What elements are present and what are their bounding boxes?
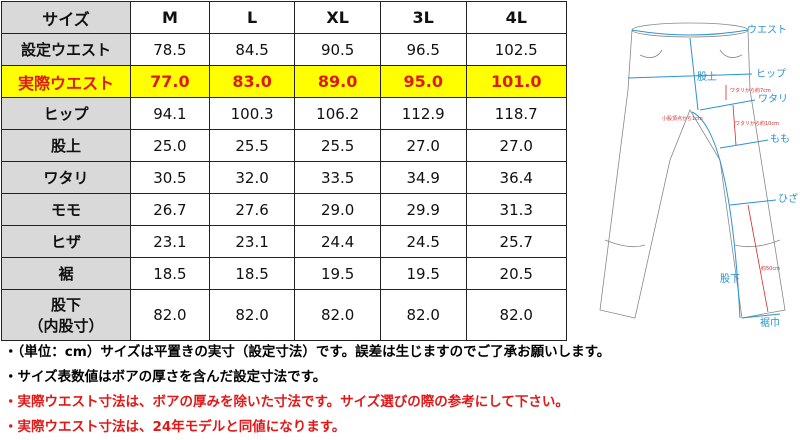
label-rise: 股上 [697,71,717,83]
table-cell: 18.5 [130,257,210,290]
header-cell: 4L [465,1,567,34]
table-row: 設定ウエスト 78.5 84.5 90.5 96.5 102.5 [1,33,567,66]
row-label-text: 裾 [58,265,74,283]
table-cell: 101.0 [465,65,567,98]
table-cell: 26.7 [130,193,210,226]
table-cell: 27.6 [208,193,296,226]
label-hem: 裾巾 [760,316,780,329]
note-3: 小股頂点から1cm [662,115,703,122]
table-cell: 34.9 [379,161,467,194]
table-cell: 96.5 [379,33,467,66]
table-cell: 33.5 [294,161,381,194]
row-label-text: モモ [50,201,81,219]
table-cell: 32.0 [208,161,296,194]
row-label: 裾 [1,257,131,290]
table-cell: 29.9 [379,193,467,226]
table-cell: 36.4 [465,161,567,194]
note-line: ・サイズ表数値はボアの厚さを含んだ設定寸法です。 [4,369,327,385]
table-cell: 112.9 [379,97,467,130]
table-cell: 25.5 [208,129,296,162]
header-cell: XL [294,1,381,34]
row-label-sub: （内股寸） [28,317,104,335]
table-cell: 24.5 [379,225,467,258]
table-cell: 95.0 [379,65,467,98]
table-row: ヒップ 94.1 100.3 106.2 112.9 118.7 [1,97,567,130]
table-cell: 82.0 [130,289,210,341]
notes: ・（単位：cm）サイズは平置きの実寸（設定寸法）です。誤差は生じますのでご了承お… [4,340,610,440]
table-cell: 82.0 [208,289,296,341]
table-cell: 83.0 [208,65,296,98]
table-row: 実際ウエスト 77.0 83.0 89.0 95.0 101.0 [1,65,567,98]
table-cell: 100.3 [208,97,296,130]
table-cell: 82.0 [379,289,467,341]
table-cell: 90.5 [294,33,381,66]
table-cell: 24.4 [294,225,381,258]
table-cell: 19.5 [294,257,381,290]
table-cell: 84.5 [208,33,296,66]
table-cell: 78.5 [130,33,210,66]
pants-diagram: ウエスト 股上 ヒップ ワタリ もも ひざ 股下 裾巾 ワタリから約7cm ワタ… [599,22,798,329]
table-row: 裾 18.5 18.5 19.5 19.5 20.5 [1,257,567,290]
table-cell: 82.0 [294,289,381,341]
header-cell: サイズ [1,1,131,34]
table-cell: 89.0 [294,65,381,98]
header-cell: 3L [379,1,467,34]
row-label-text: ワタリ [43,169,89,187]
table-row: 股下 （内股寸） 82.0 82.0 82.0 82.0 82.0 [1,289,567,341]
table-cell: 30.5 [130,161,210,194]
row-label: ワタリ [1,161,131,194]
table-cell: 25.0 [130,129,210,162]
table-cell: 20.5 [465,257,567,290]
row-label: 股上 [1,129,131,162]
table-header-row: サイズ M L XL 3L 4L [1,1,567,34]
table-cell: 23.1 [208,225,296,258]
table-cell: 25.5 [294,129,381,162]
row-label-text: 股上 [50,137,81,155]
table-cell: 27.0 [465,129,567,162]
row-label: ヒザ [1,225,131,258]
row-label-text: ヒザ [50,233,81,251]
table-cell: 23.1 [130,225,210,258]
label-knee: ひざ [778,192,798,205]
row-label: 実際ウエスト [1,65,131,98]
table-row: 股上 25.0 25.5 25.5 27.0 27.0 [1,129,567,162]
row-label: 股下 （内股寸） [1,289,131,341]
table-cell: 102.5 [465,33,567,66]
table-cell: 94.1 [130,97,210,130]
row-label: 設定ウエスト [1,33,131,66]
note-line: ・（単位：cm）サイズは平置きの実寸（設定寸法）です。誤差は生じますのでご了承お… [4,344,611,360]
row-label-text: 設定ウエスト [20,41,111,59]
note-line: ・実際ウエスト寸法は、ボアの厚みを除いた寸法です。サイズ選びの際の参考にして下さ… [4,394,569,410]
label-thigh-width: ワタリ [758,93,788,105]
table-cell: 19.5 [379,257,467,290]
table-cell: 31.3 [465,193,567,226]
label-thigh: もも [770,133,790,145]
size-table: サイズ M L XL 3L 4L 設定ウエスト 78.5 84.5 90.5 96.5 1… [1,1,567,341]
table-row: ヒザ 23.1 23.1 24.4 24.5 25.7 [1,225,567,258]
row-label-text: 実際ウエスト [17,73,114,93]
row-label-text: 股下 [50,296,81,314]
header-cell: M [130,1,210,34]
table-cell: 25.7 [465,225,567,258]
header-cell: L [208,1,296,34]
note-4: 約50cm [761,265,780,272]
row-label: モモ [1,193,131,226]
label-waist: ウエスト [747,24,787,36]
label-inseam: 股下 [720,273,740,285]
note-1: ワタリから約7cm [730,87,771,94]
table-cell: 29.0 [294,193,381,226]
table-cell: 82.0 [465,289,567,341]
table-cell: 106.2 [294,97,381,130]
row-label-text: ヒップ [43,105,89,123]
table-cell: 77.0 [130,65,210,98]
table-cell: 18.5 [208,257,296,290]
table-cell: 27.0 [379,129,467,162]
note-2: ワタリから約10cm [735,120,779,127]
table-row: モモ 26.7 27.6 29.0 29.9 31.3 [1,193,567,226]
label-hip: ヒップ [756,68,786,80]
note-line: ・実際ウエスト寸法は、24年モデルと同値になります。 [4,419,346,435]
row-label: ヒップ [1,97,131,130]
table-row: ワタリ 30.5 32.0 33.5 34.9 36.4 [1,161,567,194]
table-cell: 118.7 [465,97,567,130]
